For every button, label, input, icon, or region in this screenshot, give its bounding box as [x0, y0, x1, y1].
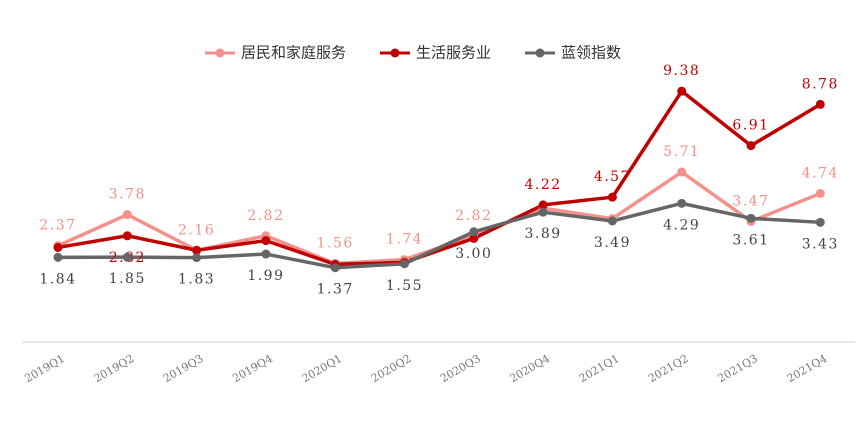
data-point	[607, 216, 617, 226]
data-point	[538, 207, 548, 217]
x-tick-label: 2019Q3	[161, 352, 206, 385]
data-label: 4.57	[594, 169, 631, 185]
data-label: 1.85	[109, 271, 146, 287]
data-point	[677, 167, 687, 177]
data-label: 4.29	[663, 217, 700, 233]
data-point	[53, 252, 63, 262]
data-label: 1.55	[386, 278, 423, 294]
legend-marker	[215, 48, 225, 58]
data-point	[815, 99, 825, 109]
data-point	[261, 249, 271, 259]
data-label: 2.82	[455, 208, 492, 224]
x-tick-label: 2020Q1	[300, 352, 345, 385]
x-tick-label: 2020Q4	[507, 352, 552, 385]
legend-label: 居民和家庭服务	[241, 44, 346, 62]
data-label: 3.00	[455, 246, 492, 262]
data-label: 1.74	[386, 232, 423, 248]
data-point	[677, 198, 687, 208]
x-tick-label: 2020Q3	[438, 352, 483, 385]
data-point	[607, 192, 617, 202]
data-point	[122, 210, 132, 220]
data-label: 8.78	[802, 76, 839, 92]
x-tick-label: 2021Q3	[715, 352, 760, 385]
data-label: 1.56	[317, 236, 354, 252]
x-tick-label: 2020Q2	[369, 352, 414, 385]
data-label: 1.37	[317, 282, 354, 298]
x-tick-label: 2021Q4	[785, 352, 830, 385]
legend-marker	[535, 48, 545, 58]
data-point	[815, 217, 825, 227]
x-tick-label: 2019Q2	[92, 352, 137, 385]
series-line	[57, 201, 821, 270]
data-point	[469, 227, 479, 237]
data-point	[122, 252, 132, 262]
data-point	[192, 245, 202, 255]
data-label: 5.71	[663, 144, 700, 160]
legend-marker	[390, 48, 400, 58]
data-point	[330, 263, 340, 273]
data-label: 3.78	[109, 187, 146, 203]
legend-label: 蓝领指数	[561, 44, 621, 62]
data-point	[122, 231, 132, 241]
data-point	[746, 213, 756, 223]
data-label: 3.61	[732, 232, 769, 248]
data-label: 3.43	[802, 236, 839, 252]
data-label: 9.38	[663, 63, 700, 79]
data-point	[261, 236, 271, 246]
data-label: 3.89	[525, 226, 562, 242]
data-label: 1.84	[39, 271, 76, 287]
data-point	[53, 242, 63, 252]
data-point	[815, 188, 825, 198]
data-point	[400, 259, 409, 269]
data-label: 4.22	[525, 177, 562, 193]
x-tick-label: 2021Q1	[577, 352, 622, 385]
data-point	[469, 233, 479, 243]
data-point	[192, 253, 202, 263]
data-point	[538, 200, 548, 210]
x-tick-label: 2019Q4	[230, 352, 275, 385]
data-label: 2.37	[39, 218, 76, 234]
legend-label: 生活服务业	[416, 44, 491, 62]
data-label: 6.91	[732, 118, 769, 134]
data-label: 4.74	[802, 165, 839, 181]
x-tick-label: 2019Q1	[22, 352, 67, 385]
data-label: 1.99	[247, 268, 284, 284]
data-label: 2.16	[178, 222, 215, 238]
data-point	[746, 141, 756, 151]
series-line	[57, 89, 822, 267]
data-label: 2.82	[247, 208, 284, 224]
data-label: 3.47	[732, 193, 769, 209]
data-label: 3.49	[594, 235, 631, 251]
data-label: 1.83	[178, 272, 215, 288]
data-point	[677, 86, 687, 96]
x-tick-label: 2021Q2	[646, 352, 691, 385]
